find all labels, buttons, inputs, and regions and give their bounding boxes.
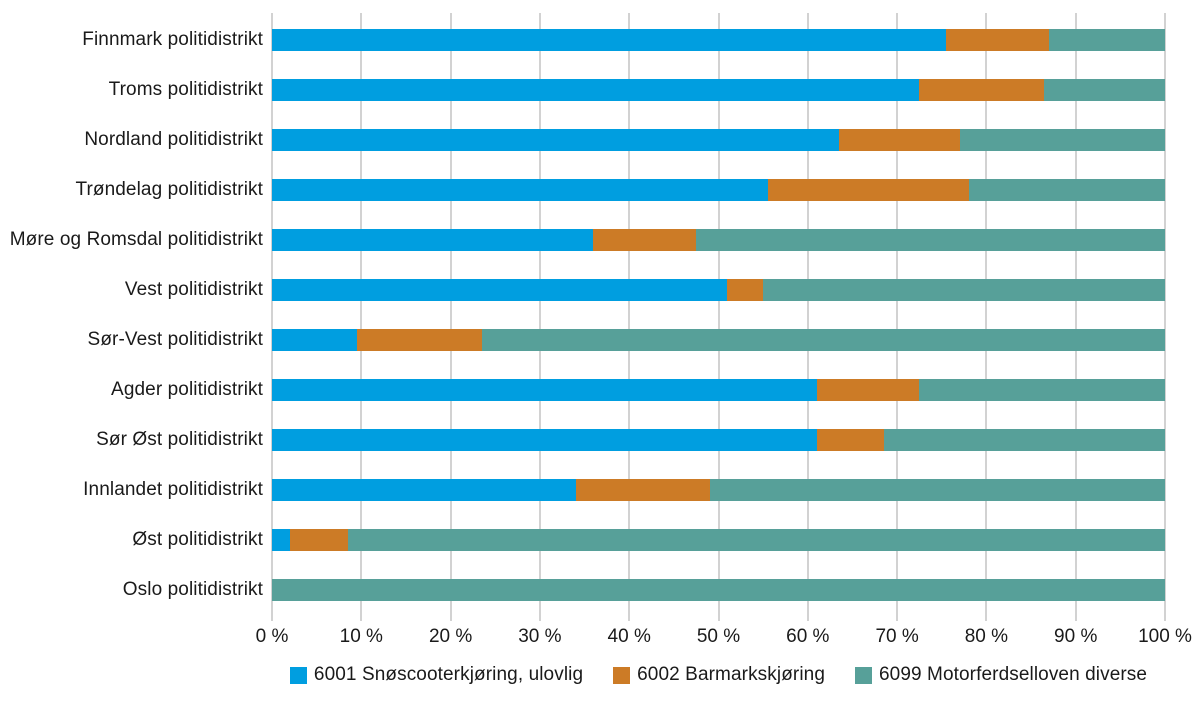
bar-segment [709,479,1165,501]
bar-row [272,79,1165,101]
bar-segment [763,279,1165,301]
category-label: Innlandet politidistrikt [83,479,263,500]
gridline-0 [271,13,273,621]
bar-segment [289,529,348,551]
category-label: Oslo politidistrikt [122,579,263,600]
gridline-80 [985,13,987,621]
bar-segment [919,79,1045,101]
gridline-30 [539,13,541,621]
x-tick-label: 20 % [428,626,473,647]
bar-segment [272,479,576,501]
bar-row [272,329,1165,351]
bar-row [272,29,1165,51]
gridline-20 [450,13,452,621]
bar-segment [272,29,947,51]
category-label: Møre og Romsdal politidistrikt [9,229,263,250]
bar-row [272,529,1165,551]
gridline-10 [360,13,362,621]
x-tick-label: 30 % [518,626,562,647]
bar-segment [272,579,1165,601]
category-label: Vest politidistrikt [124,279,263,300]
x-tick-label: 40 % [607,626,651,647]
bar-segment [272,429,817,451]
bar-segment [919,379,1165,401]
bar-segment [272,179,768,201]
x-axis: 0 % 10 % 20 % 30 % 40 % 50 % 60 % 70 % 80 % 90 % 1… [256,625,1192,653]
x-tick-label: 70 % [875,626,919,647]
bar-row [272,379,1165,401]
bar-segment [816,429,884,451]
gridline-70 [896,13,898,621]
legend-label: 6099 Motorferdselloven diverse [878,664,1148,685]
bar-segment [356,329,482,351]
bar-row [272,279,1165,301]
bar-segment [816,379,920,401]
bar-segment [272,229,594,251]
category-label: Trøndelag politidistrikt [75,179,263,200]
category-label: Finnmark politidistrikt [82,29,263,50]
bar-segment [272,129,840,151]
gridline-100 [1164,13,1166,621]
bar-segment [272,529,290,551]
x-tick-label: 100 % [1138,626,1192,647]
bar-segment [272,379,817,401]
gridline-60 [807,13,809,621]
gridline-40 [628,13,630,621]
gridline-90 [1075,13,1077,621]
category-label: Sør-Vest politidistrikt [87,329,263,350]
bar-segment [696,229,1165,251]
y-axis-category-labels: Finnmark politidistrikt Troms politidistr… [0,13,272,621]
bar-segment [272,329,357,351]
bar-row [272,429,1165,451]
legend-item: 6001 Snøscooterkjøring, ulovlig [289,664,584,686]
bar-row [272,229,1165,251]
bar-row [272,479,1165,501]
bar-row [272,179,1165,201]
bar-segment [575,479,710,501]
legend: 6001 Snøscooterkjøring, ulovlig 6002 Barm… [252,658,1185,692]
legend-swatch [289,666,307,684]
x-tick-label: 0 % [255,626,289,647]
category-label: Agder politidistrikt [111,379,263,400]
bar-segment [347,529,1165,551]
category-label: Øst politidistrikt [132,529,263,550]
category-label: Nordland politidistrikt [84,129,263,150]
legend-item: 6099 Motorferdselloven diverse [854,664,1148,686]
bar-segment [968,179,1165,201]
bar-segment [959,129,1165,151]
category-label: Sør Øst politidistrikt [96,429,263,450]
x-tick-label: 10 % [339,626,383,647]
category-label: Troms politidistrikt [108,79,263,100]
bar-segment [767,179,969,201]
legend-label: 6001 Snøscooterkjøring, ulovlig [313,664,584,685]
bar-row [272,129,1165,151]
legend-swatch [854,666,872,684]
bar-segment [272,79,920,101]
plot-area [271,13,1166,621]
bar-segment [727,279,764,301]
x-tick-label: 50 % [696,626,741,647]
bar-segment [272,279,728,301]
x-tick-label: 80 % [964,626,1009,647]
bar-segment [1044,79,1165,101]
bar-row [272,579,1165,601]
x-tick-label: 60 % [786,626,830,647]
legend-item: 6002 Barmarkskjøring [613,664,825,686]
bar-segment [593,229,697,251]
legend-label: 6002 Barmarkskjøring [637,664,825,685]
bar-segment [946,29,1049,51]
legend-swatch [613,666,631,684]
bar-segment [1048,29,1165,51]
gridline-50 [718,13,719,621]
bar-segment [481,329,1165,351]
bar-segment [839,129,960,151]
bar-segment [883,429,1165,451]
x-tick-label: 90 % [1054,626,1098,647]
